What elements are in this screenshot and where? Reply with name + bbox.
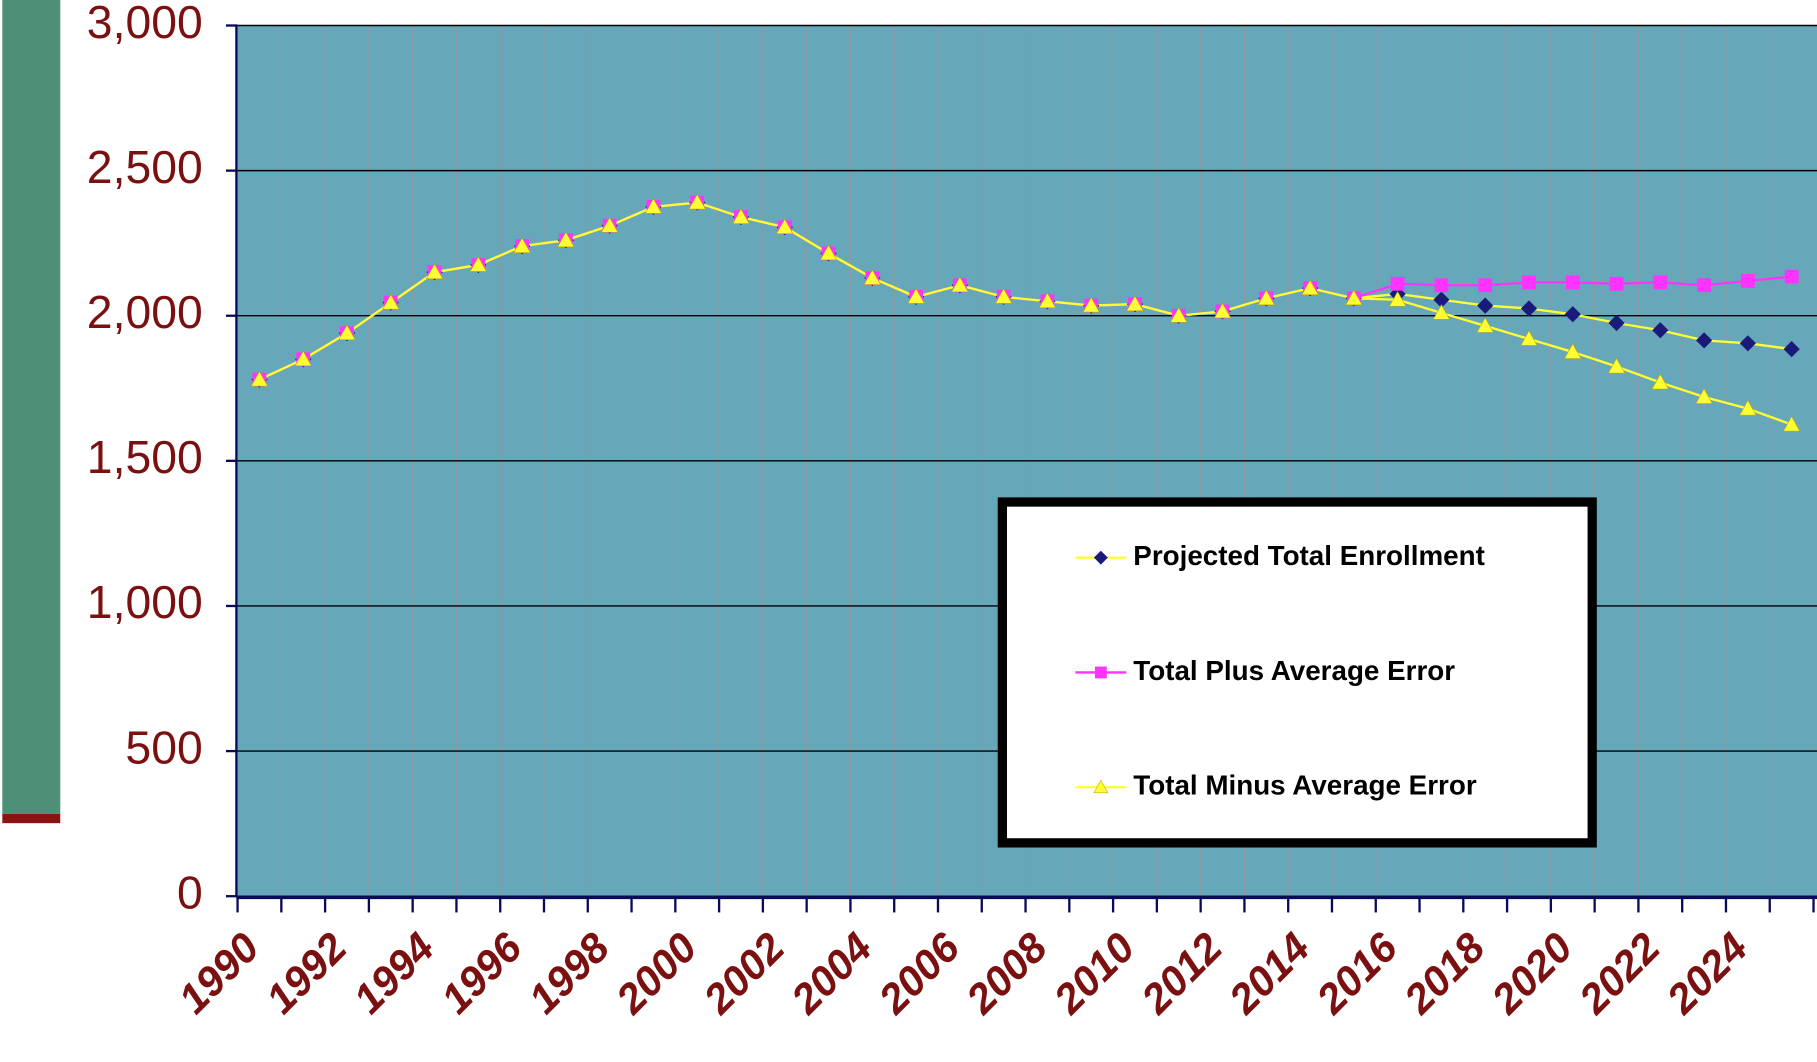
y-tick-label: 3,000 <box>87 0 203 48</box>
marker-triangle <box>1695 388 1713 404</box>
marker-triangle <box>863 269 881 285</box>
marker-triangle <box>382 293 400 310</box>
marker-triangle <box>1126 295 1144 311</box>
marker-triangle <box>907 288 925 304</box>
y-tick-label: 1,500 <box>87 431 203 483</box>
marker-square <box>1478 278 1493 293</box>
marker-triangle <box>425 263 444 279</box>
x-tick-label: 2016 <box>1307 923 1407 1023</box>
marker-square <box>1094 666 1107 679</box>
legend-label: Total Minus Average Error <box>1133 770 1477 801</box>
y-tick-label: 2,500 <box>87 141 203 193</box>
y-tick-label: 2,000 <box>87 286 203 338</box>
marker-square <box>1609 276 1624 291</box>
series-line <box>258 201 1793 426</box>
marker-triangle <box>951 276 969 293</box>
y-tick-label: 500 <box>125 721 202 773</box>
marker-diamond <box>1477 297 1494 314</box>
marker-triangle <box>732 208 750 224</box>
marker-triangle <box>819 244 838 261</box>
x-tick-label: 1990 <box>169 923 268 1022</box>
x-tick-label: 1996 <box>432 923 531 1022</box>
marker-square <box>1697 278 1711 293</box>
marker-triangle <box>1038 292 1057 309</box>
marker-triangle <box>1082 296 1100 313</box>
marker-triangle <box>1783 415 1801 432</box>
side-bar-base <box>2 813 61 824</box>
x-tick-label: 2006 <box>869 923 969 1023</box>
marker-triangle <box>557 231 575 248</box>
marker-triangle <box>338 324 356 340</box>
x-tick-label: 2012 <box>1131 923 1231 1023</box>
x-tick-label: 2020 <box>1482 923 1582 1023</box>
marker-square <box>1653 275 1668 290</box>
marker-triangle <box>995 288 1013 304</box>
marker-diamond <box>1695 332 1713 349</box>
x-tick-label: 2014 <box>1219 923 1319 1023</box>
marker-triangle <box>1432 304 1451 320</box>
marker-triangle <box>469 256 487 272</box>
x-tick-label: 1994 <box>344 923 443 1022</box>
marker-triangle <box>1389 291 1407 307</box>
marker-triangle <box>1345 289 1363 306</box>
marker-square <box>1522 275 1536 290</box>
y-tick-label: 1,000 <box>87 576 203 628</box>
legend-label: Projected Total Enrollment <box>1133 540 1485 571</box>
marker-triangle <box>1476 317 1494 333</box>
marker-diamond <box>1433 291 1450 308</box>
marker-triangle <box>1257 289 1275 306</box>
grid <box>225 24 1817 913</box>
marker-triangle <box>688 193 706 210</box>
marker-square <box>1784 269 1799 284</box>
marker-triangle <box>294 350 312 367</box>
side-bar <box>2 0 61 814</box>
marker-square <box>1740 274 1755 288</box>
legend: Projected Total Enrollment Total Plus Ave… <box>1075 540 1485 801</box>
marker-square <box>1390 276 1405 291</box>
series-layer <box>250 193 1801 432</box>
x-tick-label: 2024 <box>1657 923 1757 1023</box>
marker-triangle <box>513 237 531 253</box>
marker-triangle <box>1651 373 1669 390</box>
marker-triangle <box>1213 302 1232 319</box>
marker-triangle <box>1520 330 1538 346</box>
x-tick-label: 2002 <box>694 923 794 1023</box>
marker-diamond <box>1739 335 1756 352</box>
x-tick-label: 2004 <box>781 923 881 1023</box>
marker-triangle <box>1564 343 1582 359</box>
x-tick-label: 2008 <box>956 923 1056 1023</box>
x-tick-label: 2010 <box>1044 923 1144 1023</box>
x-tick-label: 2022 <box>1569 923 1669 1023</box>
marker-triangle <box>1607 357 1626 374</box>
marker-diamond <box>1608 314 1625 332</box>
x-tick-label: 1998 <box>519 923 618 1022</box>
x-tick-label: 2018 <box>1394 923 1494 1023</box>
legend-label: Total Plus Average Error <box>1133 655 1455 686</box>
y-tick-label: 0 <box>177 866 203 918</box>
marker-triangle <box>601 217 619 233</box>
x-tick-label: 2000 <box>606 923 706 1023</box>
marker-triangle <box>1093 779 1109 794</box>
marker-diamond <box>1520 300 1538 317</box>
marker-triangle <box>250 370 269 387</box>
marker-triangle <box>644 198 663 214</box>
marker-triangle <box>1301 279 1319 295</box>
marker-diamond <box>1564 306 1581 323</box>
marker-square <box>1434 278 1449 293</box>
x-tick-label: 1992 <box>257 923 356 1022</box>
marker-triangle <box>1170 307 1188 323</box>
marker-triangle <box>1739 399 1757 416</box>
marker-square <box>1565 275 1580 290</box>
marker-triangle <box>776 218 794 235</box>
